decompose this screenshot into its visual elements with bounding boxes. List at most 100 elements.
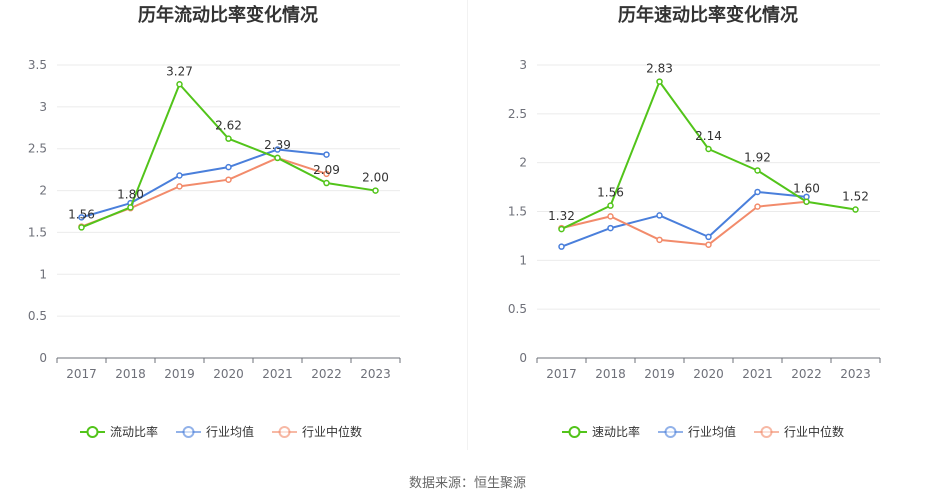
legend-item-1: 流动比率 — [80, 424, 158, 439]
data-label: 2.00 — [362, 171, 389, 185]
data-label: 1.80 — [117, 187, 144, 201]
x-tick-label: 2019 — [164, 367, 195, 381]
data-point — [852, 206, 859, 213]
chart-title: 历年流动比率变化情况 — [138, 4, 318, 26]
y-tick-label: 1.5 — [28, 225, 47, 239]
data-label: 3.27 — [166, 64, 193, 78]
data-point — [607, 202, 614, 209]
x-tick-label: 2018 — [115, 367, 146, 381]
legend-marker — [760, 426, 773, 438]
data-point — [78, 224, 85, 231]
data-point — [176, 81, 183, 88]
y-tick-label: 0.5 — [508, 302, 527, 316]
data-point — [176, 183, 183, 190]
series-line-2 — [81, 148, 327, 219]
series-line-1 — [561, 80, 856, 230]
data-point — [607, 224, 614, 232]
legend-item-3: 行业中位数 — [754, 424, 844, 439]
legend-marker — [568, 426, 581, 438]
data-label: 2.09 — [313, 163, 340, 177]
data-point — [274, 154, 281, 162]
legend-marker — [278, 426, 291, 438]
data-point — [705, 233, 712, 241]
chart-1: 历年流动比率变化情况 0 0.5 1 1.5 2 2.5 3 3.5 2017 2018 2019 20… — [28, 4, 401, 439]
data-point — [274, 146, 281, 153]
data-point — [127, 204, 134, 211]
chart-title: 历年速动比率变化情况 — [618, 4, 798, 26]
legend-item-3: 行业中位数 — [272, 424, 362, 439]
legend-marker — [86, 426, 99, 438]
data-point — [323, 151, 330, 158]
data-point — [323, 179, 330, 187]
data-point — [705, 241, 712, 248]
data-label: 1.56 — [597, 186, 624, 200]
data-point — [323, 170, 330, 178]
series-line-2 — [561, 190, 807, 248]
y-tick-label: 3 — [519, 58, 527, 72]
x-tick-label: 2022 — [311, 367, 342, 381]
legend-label: 行业中位数 — [302, 424, 362, 439]
legend-label: 行业均值 — [688, 424, 736, 439]
y-tick-label: 2.5 — [508, 107, 527, 121]
y-tick-label: 3.5 — [28, 58, 47, 72]
data-point — [558, 243, 565, 250]
x-tick-label: 2019 — [644, 367, 675, 381]
data-source-note: 数据来源：恒生聚源 — [408, 476, 526, 491]
x-tick-label: 2023 — [840, 367, 871, 381]
y-tick-label: 2 — [39, 184, 47, 198]
y-tick-label: 0 — [519, 351, 527, 365]
legend-item-1: 速动比率 — [562, 424, 640, 439]
y-tick-label: 1 — [519, 253, 527, 267]
legend-marker — [182, 426, 195, 438]
data-label: 1.52 — [842, 190, 869, 204]
legend-label: 流动比率 — [110, 424, 158, 439]
data-point — [705, 145, 712, 153]
x-tick-label: 2018 — [595, 367, 626, 381]
x-tick-label: 2017 — [546, 367, 577, 381]
series-line-1 — [81, 83, 376, 229]
data-point — [558, 225, 565, 233]
data-label: 1.32 — [548, 209, 575, 223]
y-tick-label: 0.5 — [28, 309, 47, 323]
data-point — [754, 203, 761, 210]
x-tick-label: 2021 — [742, 367, 773, 381]
data-point — [372, 187, 379, 194]
data-label: 1.60 — [793, 182, 820, 196]
data-point — [803, 198, 810, 205]
data-point — [78, 214, 85, 221]
legend-item-2: 行业均值 — [176, 424, 254, 439]
legend-label: 行业中位数 — [784, 424, 844, 439]
x-tick-label: 2022 — [791, 367, 822, 381]
data-point — [754, 188, 761, 196]
data-point — [607, 213, 614, 220]
data-label: 1.92 — [744, 150, 771, 164]
legend-label: 速动比率 — [592, 424, 640, 439]
data-label: 2.83 — [646, 62, 673, 76]
x-tick-label: 2020 — [213, 367, 244, 381]
data-point — [176, 172, 183, 179]
y-tick-label: 1.5 — [508, 205, 527, 219]
y-tick-label: 2.5 — [28, 142, 47, 156]
data-point — [225, 163, 232, 171]
legend-item-2: 行业均值 — [658, 424, 736, 439]
x-tick-label: 2021 — [262, 367, 293, 381]
x-tick-label: 2023 — [360, 367, 391, 381]
x-tick-label: 2020 — [693, 367, 724, 381]
series-line-3 — [561, 200, 807, 246]
panel-divider — [467, 0, 468, 450]
data-point — [754, 167, 761, 174]
y-tick-label: 3 — [39, 100, 47, 114]
legend-label: 行业均值 — [206, 424, 254, 439]
data-point — [656, 78, 663, 85]
legend-marker — [664, 426, 677, 438]
data-point — [656, 236, 663, 244]
y-tick-label: 1 — [39, 267, 47, 281]
data-label: 1.56 — [68, 207, 95, 221]
data-label: 2.39 — [264, 138, 291, 152]
x-tick-label: 2017 — [66, 367, 97, 381]
y-tick-label: 2 — [519, 156, 527, 170]
data-point — [656, 212, 663, 219]
data-label: 2.14 — [695, 129, 722, 143]
